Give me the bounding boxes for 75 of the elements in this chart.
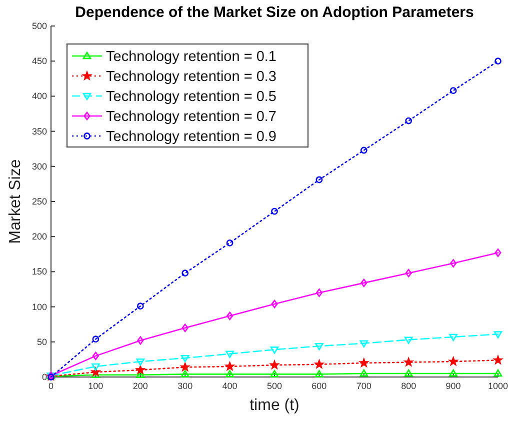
point <box>360 278 368 288</box>
x-tick-label: 300 <box>178 381 193 391</box>
x-tick-label: 500 <box>266 381 282 391</box>
y-tick-label: 250 <box>32 196 47 206</box>
point <box>226 370 234 378</box>
point <box>226 350 234 358</box>
point <box>360 369 368 377</box>
point <box>494 356 502 364</box>
y-tick-label: 450 <box>32 56 47 66</box>
legend-label: Technology retention = 0.7 <box>106 109 276 125</box>
legend-label: Technology retention = 0.5 <box>106 89 276 105</box>
point <box>180 362 190 371</box>
point <box>315 343 324 350</box>
y-tick-label: 50 <box>36 336 47 347</box>
x-tick-label: 0 <box>48 381 54 391</box>
point <box>314 360 324 368</box>
x-tick-label: 1000 <box>488 381 508 391</box>
x-tick-label: 600 <box>312 381 327 391</box>
point <box>136 358 145 366</box>
y-tick-label: 400 <box>32 91 47 102</box>
point <box>316 288 322 297</box>
point <box>449 334 458 342</box>
point <box>404 369 413 377</box>
x-tick-label: 800 <box>401 381 416 391</box>
point <box>405 117 412 124</box>
x-tick-label: 700 <box>356 381 372 391</box>
point <box>271 208 278 215</box>
point <box>270 346 279 354</box>
point <box>404 336 413 344</box>
point <box>494 248 502 257</box>
point <box>494 369 502 377</box>
point <box>136 302 144 310</box>
y-tick-label: 0 <box>42 372 47 382</box>
chart-title: Dependence of the Market Size on Adoption Parameters <box>75 4 474 21</box>
y-tick-label: 100 <box>32 302 47 312</box>
legend-label: Technology retention = 0.9 <box>106 129 276 145</box>
point <box>405 268 412 278</box>
point <box>92 352 99 360</box>
y-tick-label: 300 <box>32 161 47 172</box>
x-tick-label: 200 <box>132 381 148 391</box>
point <box>136 365 145 374</box>
y-tick-label: 200 <box>32 232 47 242</box>
point <box>449 369 458 377</box>
point <box>360 146 368 154</box>
point <box>450 87 457 94</box>
y-tick-label: 500 <box>32 21 47 31</box>
point <box>92 336 100 343</box>
point <box>92 363 100 371</box>
point <box>226 312 234 320</box>
point <box>404 358 413 366</box>
point <box>315 370 324 378</box>
point <box>180 354 190 362</box>
legend-label: Technology retention = 0.1 <box>106 49 276 65</box>
legend-label: Technology retention = 0.3 <box>106 69 276 85</box>
point <box>225 362 234 370</box>
point <box>494 331 502 338</box>
point <box>182 324 188 332</box>
point <box>360 340 368 348</box>
point <box>450 259 457 268</box>
x-tick-label: 900 <box>446 381 461 391</box>
point <box>137 336 144 345</box>
point <box>270 370 279 378</box>
point <box>494 58 502 65</box>
y-axis-title: Market Size <box>7 159 24 244</box>
point <box>360 358 368 367</box>
point <box>316 176 323 184</box>
point <box>271 300 278 308</box>
point <box>226 239 234 246</box>
x-tick-label: 400 <box>222 381 238 391</box>
x-tick-label: 100 <box>88 381 104 391</box>
x-axis-title: time (t) <box>250 397 300 414</box>
y-tick-label: 350 <box>32 126 47 136</box>
y-tick-label: 150 <box>32 266 47 277</box>
point <box>182 270 189 277</box>
point <box>180 370 190 378</box>
